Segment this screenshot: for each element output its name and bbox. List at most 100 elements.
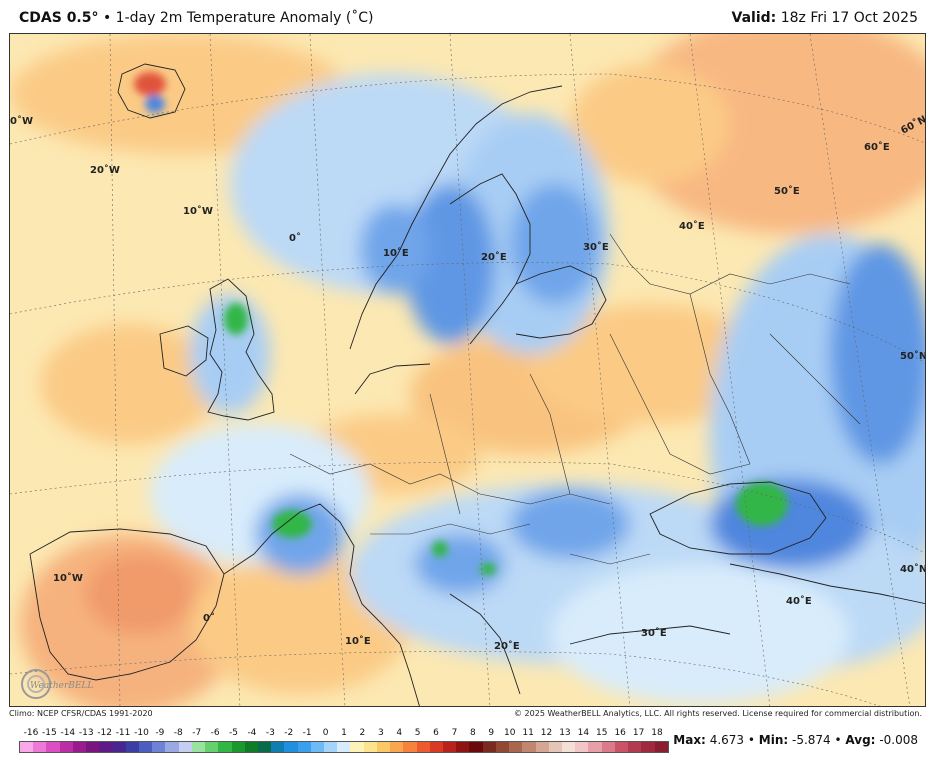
scale-cell [284, 742, 298, 752]
scale-cell [416, 742, 430, 752]
copyright-note: © 2025 WeatherBELL Analytics, LLC. All r… [514, 709, 922, 718]
scale-cell [456, 742, 470, 752]
title-separator: • [98, 10, 116, 26]
scale-tick: -5 [229, 728, 238, 738]
label-e10a: 10˚E [383, 247, 409, 259]
avg-value: -0.008 [879, 733, 918, 747]
field-name: 1-day 2m Temperature Anomaly (˚C) [115, 10, 374, 26]
scale-tick: -6 [210, 728, 220, 738]
scale-cell [138, 742, 153, 752]
label-e20a: 20˚E [481, 251, 507, 263]
label-e60: 60˚E [864, 141, 890, 153]
scale-tick: 12 [540, 728, 553, 738]
scale-cell [324, 742, 338, 752]
grid-labels: 0˚W 20˚W 10˚W 0˚ 10˚E 20˚E 30˚E 40˚E 50˚… [10, 113, 926, 652]
country-borders [289, 233, 861, 565]
graticule [10, 34, 925, 706]
scale-cell [482, 742, 496, 752]
scale-cell [641, 742, 655, 752]
valid-time: Valid: 18z Fri 17 Oct 2025 [732, 10, 918, 26]
label-e20b: 20˚E [494, 640, 520, 652]
anomaly-field [10, 34, 925, 706]
map-title: CDAS 0.5° • 1-day 2m Temperature Anomaly… [19, 10, 374, 26]
scale-cell [20, 742, 34, 752]
scale-cell [112, 742, 126, 752]
scale-cell [86, 742, 100, 752]
scale-cell [33, 742, 47, 752]
anomaly-extremes [134, 72, 788, 575]
scale-tick: 1 [341, 728, 347, 738]
label-n40: 40˚N [900, 563, 926, 575]
scale-tick: 3 [377, 728, 384, 738]
label-w20: 20˚W [90, 164, 120, 176]
scale-tick: -3 [265, 728, 275, 738]
scale-tick: 11 [522, 728, 534, 738]
scale-tick: -1 [302, 728, 312, 738]
color-scale-bar [19, 741, 669, 753]
label-e40b: 40˚E [786, 595, 812, 607]
scale-tick: -14 [60, 728, 76, 738]
scale-cell [59, 742, 73, 752]
scale-tick: 5 [414, 728, 421, 738]
logo-graphic: WeatherBELL [21, 669, 93, 699]
valid-value: 18z Fri 17 Oct 2025 [780, 10, 918, 26]
scale-tick: -9 [155, 728, 165, 738]
label-w10b: 10˚W [53, 572, 83, 584]
scale-tick: 8 [470, 728, 476, 738]
scale-tick: -11 [115, 728, 131, 738]
scale-cell [588, 742, 602, 752]
max-label: Max: [673, 733, 706, 747]
stats-sep-2: • [830, 733, 846, 747]
scale-tick: 2 [359, 728, 366, 738]
scale-cell [46, 742, 60, 752]
climo-note: Climo: NCEP CFSR/CDAS 1991-2020 [9, 709, 153, 718]
scale-cell [575, 742, 589, 752]
label-n50: 50˚N [900, 350, 926, 362]
scale-cell [548, 742, 562, 752]
label-e50: 50˚E [774, 185, 800, 197]
scale-cell [72, 742, 87, 752]
scale-tick: 16 [614, 728, 626, 738]
anomaly-map[interactable]: 0˚W 20˚W 10˚W 0˚ 10˚E 20˚E 30˚E 40˚E 50˚… [9, 33, 926, 707]
scale-cell [257, 742, 272, 752]
avg-label: Avg: [845, 733, 876, 747]
field-stats: Max: 4.673 • Min: -5.874 • Avg: -0.008 [673, 733, 918, 747]
min-value: -5.874 [792, 733, 831, 747]
scale-tick: 10 [503, 728, 516, 738]
scale-cell [205, 742, 219, 752]
coastlines [29, 63, 925, 706]
scale-cell [601, 742, 615, 752]
scale-cell [509, 742, 523, 752]
scale-cell [271, 742, 285, 752]
scale-cell [443, 742, 457, 752]
scale-cell [390, 742, 404, 752]
scale-cell [337, 742, 351, 752]
label-e30b: 30˚E [641, 627, 667, 639]
label-w30: 0˚W [10, 115, 33, 127]
scale-cell [297, 742, 311, 752]
scale-cell [522, 742, 536, 752]
scale-tick: 9 [488, 728, 495, 738]
scale-cell [231, 742, 245, 752]
scale-tick: 7 [451, 728, 458, 738]
scale-tick: -4 [247, 728, 257, 738]
scale-tick: 0 [322, 728, 329, 738]
scale-cell [376, 742, 391, 752]
weatherbell-logo: WeatherBELL [14, 664, 94, 704]
scale-cell [403, 742, 417, 752]
label-zero-b: 0˚ [203, 612, 215, 624]
max-value: 4.673 [709, 733, 745, 747]
scale-cell [152, 742, 166, 752]
scale-cell [469, 742, 483, 752]
scale-tick: -2 [284, 728, 294, 738]
color-scale: -16 -15 -14 -13 -12 -11 -10 -9 -8 -7 -6 -5 -4 -3 -2 -1 0… [19, 728, 669, 760]
scale-cell [561, 742, 576, 752]
scale-tick: -13 [78, 728, 94, 738]
scale-tick: -10 [134, 728, 149, 738]
scale-cell [165, 742, 179, 752]
scale-tick: -8 [173, 728, 183, 738]
scale-tick: 18 [651, 728, 663, 738]
min-label: Min: [758, 733, 789, 747]
scale-cell [350, 742, 364, 752]
label-zero-a: 0˚ [289, 232, 301, 244]
